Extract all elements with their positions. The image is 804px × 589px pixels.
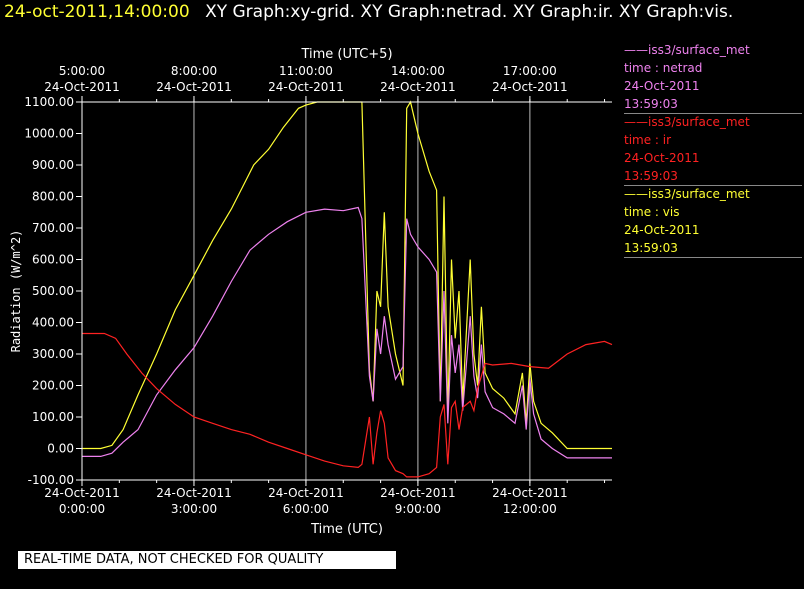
- x-tick-date: 24-Oct-2011: [268, 486, 344, 500]
- x2-tick-date: 24-Oct-2011: [44, 80, 120, 94]
- x-tick-time: 9:00:00: [395, 502, 441, 516]
- x2-axis-label: Time (UTC+5): [300, 47, 392, 62]
- legend-separator: [624, 185, 802, 186]
- y-tick-label: 800.00: [32, 190, 74, 204]
- x2-tick-date: 24-Oct-2011: [268, 80, 344, 94]
- series-layer: [82, 100, 613, 478]
- grid-layer: [81, 102, 531, 480]
- x-tick-date: 24-Oct-2011: [156, 486, 232, 500]
- y-tick-label: 0.00: [47, 442, 74, 456]
- title-bar: 24-oct-2011,14:00:00 XY Graph:xy-grid. X…: [0, 0, 804, 26]
- x-tick-date: 24-Oct-2011: [44, 486, 120, 500]
- x-tick-time: 3:00:00: [171, 502, 217, 516]
- legend-netrad-date: 24-Oct-2011: [624, 79, 700, 93]
- y-tick-label: 700.00: [32, 221, 74, 235]
- x-tick-date: 24-Oct-2011: [380, 486, 456, 500]
- legend-separator: [624, 257, 802, 258]
- series-line-netrad: [82, 206, 612, 459]
- x2-tick-time: 5:00:00: [59, 64, 105, 78]
- y-tick-label: 1000.00: [24, 127, 74, 141]
- y-tick-label: 300.00: [32, 347, 74, 361]
- x2-tick-time: 17:00:00: [503, 64, 557, 78]
- series-line-ir: [82, 332, 613, 478]
- x-tick-time: 12:00:00: [503, 502, 557, 516]
- legend-ir-time: 13:59:03: [624, 169, 678, 183]
- legend-netrad-time: 13:59:03: [624, 97, 678, 111]
- x2-tick-date: 24-Oct-2011: [380, 80, 456, 94]
- legend-ir-date: 24-Oct-2011: [624, 151, 700, 165]
- y-tick-label: 1100.00: [24, 95, 74, 109]
- y-tick-label: 900.00: [32, 158, 74, 172]
- legend-netrad-source: ——iss3/surface_met: [624, 43, 750, 57]
- x2-tick-date: 24-Oct-2011: [492, 80, 568, 94]
- legend-vis-source: ——iss3/surface_met: [624, 187, 750, 201]
- legend-vis-time: 13:59:03: [624, 241, 678, 255]
- y-tick-label: 500.00: [32, 284, 74, 298]
- y-tick-label: 400.00: [32, 316, 74, 330]
- legend-netrad-var: time : netrad: [624, 61, 703, 75]
- y-tick-label: 200.00: [32, 379, 74, 393]
- x-tick-time: 0:00:00: [59, 502, 105, 516]
- legend-ir-var: time : ir: [624, 133, 672, 147]
- x-axis-label: Time (UTC): [310, 522, 383, 537]
- axis-layer: -100.00 0.00 100.00 200.00 300.00 400.00 500.0…: [9, 47, 612, 537]
- x2-tick-time: 11:00:00: [279, 64, 333, 78]
- legend-netrad: ——iss3/surface_met time : netrad 24-Oct-…: [624, 41, 802, 114]
- legend-vis: ——iss3/surface_met time : vis 24-Oct-201…: [624, 185, 802, 258]
- x2-tick-date: 24-Oct-2011: [156, 80, 232, 94]
- x-tick-date: 24-Oct-2011: [492, 486, 568, 500]
- series-line-vis: [82, 100, 612, 450]
- y-tick-label: 600.00: [32, 253, 74, 267]
- y-tick-label: 100.00: [32, 410, 74, 424]
- title-datetime: 24-oct-2011,14:00:00: [4, 2, 190, 22]
- x-tick-time: 6:00:00: [283, 502, 329, 516]
- y-axis-label: Radiation (W/m^2): [9, 230, 23, 353]
- legend-vis-var: time : vis: [624, 205, 680, 219]
- quality-notice: REAL-TIME DATA, NOT CHECKED FOR QUALITY: [18, 551, 396, 569]
- y-tick-label: -100.00: [28, 473, 74, 487]
- legend-ir: ——iss3/surface_met time : ir 24-Oct-2011…: [624, 113, 802, 186]
- title-graph-list: XY Graph:xy-grid. XY Graph:netrad. XY Gr…: [205, 2, 734, 22]
- legend-vis-date: 24-Oct-2011: [624, 223, 700, 237]
- x2-tick-time: 8:00:00: [171, 64, 217, 78]
- x2-tick-time: 14:00:00: [391, 64, 445, 78]
- legend-separator: [624, 113, 802, 114]
- legend-ir-source: ——iss3/surface_met: [624, 115, 750, 129]
